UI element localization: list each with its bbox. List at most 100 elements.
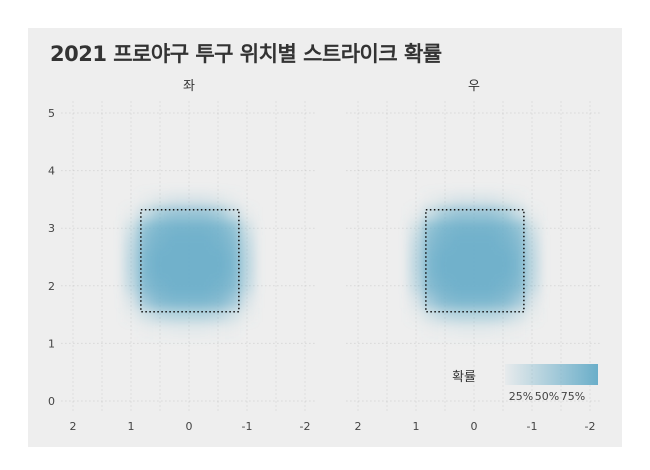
- heatmap: [408, 192, 540, 337]
- heatmap-cell: [210, 235, 226, 251]
- heatmap-cell: [423, 206, 439, 222]
- legend-colorbar: [505, 364, 598, 385]
- heatmap-cell: [167, 293, 183, 308]
- heatmap-cell: [138, 206, 154, 222]
- heatmap-cell: [437, 249, 453, 265]
- heatmap-cell: [210, 192, 226, 208]
- heatmap-cell: [510, 249, 526, 265]
- heatmap-cell: [181, 264, 197, 280]
- heatmap-cell: [524, 264, 540, 280]
- heatmap-cell: [524, 206, 540, 222]
- heatmap-cell: [210, 293, 226, 308]
- heatmap-cell: [423, 278, 439, 294]
- heatmap-cell: [510, 307, 526, 323]
- heatmap-cell: [481, 307, 497, 323]
- heatmap-cell: [408, 249, 424, 265]
- heatmap-cell: [181, 235, 197, 251]
- heatmap-cell: [481, 249, 497, 265]
- heatmap-cell: [481, 293, 497, 308]
- legend-title: 확률: [452, 370, 476, 385]
- heatmap-cell: [152, 307, 168, 323]
- heatmap-cell: [196, 321, 212, 337]
- heatmap-cell: [225, 235, 241, 251]
- heatmap-cell: [123, 206, 139, 222]
- heatmap-cell: [452, 249, 468, 265]
- heatmap-cell: [196, 235, 212, 251]
- y-tick-label: 2: [48, 280, 55, 293]
- heatmap-cell: [167, 235, 183, 251]
- heatmap-cell: [495, 264, 511, 280]
- strike-zone: [425, 209, 525, 313]
- heatmap-cell: [181, 307, 197, 323]
- heatmap-cell: [510, 235, 526, 251]
- heatmap-cell: [167, 249, 183, 265]
- heatmap-cell: [423, 322, 438, 337]
- heatmap-cell: [423, 192, 439, 208]
- heatmap-cell: [437, 221, 453, 236]
- heatmap-cell: [510, 264, 526, 280]
- heatmap-cell: [225, 307, 241, 323]
- heatmap-cell: [196, 206, 212, 222]
- heatmap-cell: [408, 235, 424, 251]
- heatmap-cell: [408, 264, 424, 280]
- heatmap-cell: [510, 293, 526, 308]
- heatmap-cell: [196, 264, 212, 280]
- heatmap-cell: [167, 307, 183, 323]
- heatmap-cell: [524, 307, 540, 323]
- legend: 확률 25% 50% 75%: [452, 364, 598, 403]
- heatmap-cell: [123, 307, 139, 323]
- heatmap-cell: [466, 206, 482, 222]
- heatmap-cell: [437, 192, 453, 208]
- heatmap-cell: [210, 206, 226, 222]
- heatmap-cell: [225, 192, 241, 208]
- heatmap-cell: [210, 249, 226, 265]
- heatmap-cell: [495, 278, 511, 294]
- facet-label-right: 우: [468, 79, 480, 94]
- heatmap-cell: [210, 278, 226, 294]
- heatmap-cell: [152, 293, 168, 308]
- heatmap-cell: [181, 192, 197, 208]
- x-tick-label: 1: [128, 420, 135, 433]
- heatmap-cell: [181, 321, 197, 337]
- heatmap-cell: [210, 307, 226, 323]
- heatmap-cell: [181, 221, 197, 236]
- heatmap-cell: [239, 221, 255, 236]
- heatmap-cell: [225, 293, 241, 308]
- heatmap-cell: [452, 293, 468, 308]
- heatmap-cell: [152, 264, 168, 280]
- heatmap-cell: [437, 235, 453, 251]
- heatmap-cell: [210, 264, 226, 280]
- heatmap-cell: [181, 249, 197, 265]
- heatmap-cell: [123, 249, 139, 265]
- heatmap-cell: [408, 293, 424, 308]
- heatmap-cell: [408, 307, 424, 323]
- heatmap-cell: [181, 278, 197, 294]
- heatmap-cell: [423, 293, 439, 308]
- legend-label: 75%: [561, 390, 585, 403]
- heatmap-cell: [138, 322, 153, 337]
- heatmap-cell: [481, 221, 497, 236]
- heatmap-cell: [408, 206, 424, 222]
- x-tick-label: 1: [413, 420, 420, 433]
- heatmap-cell: [437, 307, 453, 323]
- heatmap-cell: [196, 192, 212, 208]
- y-tick-label: 5: [48, 107, 55, 120]
- heatmap-cell: [524, 278, 540, 294]
- heatmap-cell: [437, 278, 453, 294]
- y-tick-label: 0: [48, 395, 55, 408]
- heatmap-cell: [239, 206, 255, 222]
- y-tick-label: 1: [48, 337, 55, 350]
- y-tick-label: 4: [48, 165, 55, 178]
- heatmap-cell: [167, 221, 183, 236]
- heatmap-cell: [466, 221, 482, 236]
- heatmap-cell: [452, 206, 468, 222]
- heatmap-cell: [423, 235, 439, 251]
- heatmap-cell: [138, 221, 154, 236]
- x-tick-label: -1: [242, 420, 253, 433]
- heatmap-cell: [524, 235, 540, 251]
- heatmap-cell: [495, 321, 511, 337]
- heatmap-cell: [452, 307, 468, 323]
- heatmap-cell: [167, 278, 183, 294]
- heatmap: [123, 192, 255, 337]
- heatmap-cell: [495, 293, 511, 308]
